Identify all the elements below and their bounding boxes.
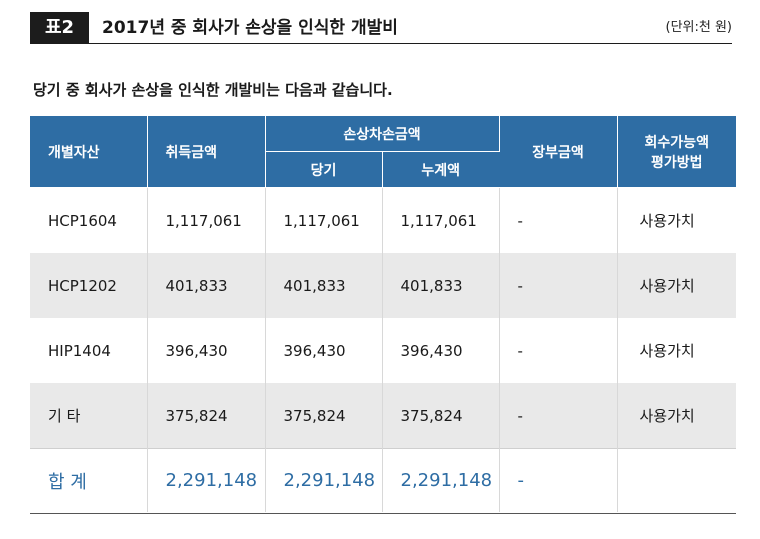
cell-acquisition: 401,833: [147, 253, 266, 318]
cell-book-value: -: [499, 383, 618, 449]
cell-book-value: -: [499, 318, 618, 383]
cell-cumulative: 401,833: [382, 253, 500, 318]
cell-asset: HCP1202: [30, 253, 148, 318]
cell-book-value: -: [499, 187, 618, 253]
cell-method: 사용가치: [639, 212, 695, 230]
total-book-value: -: [499, 448, 618, 512]
table-bottom-rule: [30, 513, 736, 514]
cell-current: 1,117,061: [265, 187, 383, 253]
table-number-badge: 표2: [30, 12, 89, 44]
cell-asset: HCP1604: [30, 187, 148, 253]
cell-cumulative: 375,824: [382, 383, 500, 449]
table-row: HCP1604 1,117,061 1,117,061 1,117,061 - …: [30, 187, 736, 253]
cell-acquisition: 1,117,061: [147, 187, 266, 253]
total-cumulative: 2,291,148: [382, 448, 500, 512]
table-row: HIP1404 396,430 396,430 396,430 - 사용가치: [30, 318, 736, 383]
header-book-value: 장부금액: [499, 116, 618, 188]
title-divider: [30, 43, 732, 44]
table-title-bar: 표2 2017년 중 회사가 손상을 인식한 개발비 (단위:천 원): [30, 12, 732, 44]
impairment-table: 개별자산 취득금액 손상차손금액 장부금액 회수가능액 평가방법 당기 누계액 …: [30, 116, 736, 512]
total-acquisition: 2,291,148: [147, 448, 266, 512]
cell-current: 401,833: [265, 253, 383, 318]
total-label: 합 계: [30, 448, 148, 512]
header-recoverable-method: 회수가능액 평가방법: [617, 116, 736, 188]
cell-current: 375,824: [265, 383, 383, 449]
header-cumulative: 누계액: [382, 151, 499, 188]
cell-book-value: -: [499, 253, 618, 318]
total-row: 합 계 2,291,148 2,291,148 2,291,148 -: [30, 448, 736, 512]
header-asset: 개별자산: [30, 116, 148, 188]
cell-method: 사용가치: [617, 383, 736, 449]
cell-acquisition: 375,824: [147, 383, 266, 449]
cell-asset: 기 타: [30, 383, 148, 449]
cell-cumulative: 1,117,061: [382, 187, 500, 253]
cell-acquisition: 396,430: [147, 318, 266, 383]
header-current: 당기: [265, 151, 383, 188]
header-recoverable-line1: 회수가능액: [644, 134, 709, 151]
unit-label: (단위:천 원): [665, 20, 733, 35]
header-impairment: 손상차손금액: [265, 116, 500, 152]
total-current: 2,291,148: [265, 448, 383, 512]
table-row: 기 타 375,824 375,824 375,824 - 사용가치: [30, 383, 736, 449]
header-recoverable-line2: 평가방법: [650, 154, 703, 171]
cell-asset: HIP1404: [30, 318, 148, 383]
total-method: [617, 448, 736, 512]
header-acquisition: 취득금액: [147, 116, 266, 188]
cell-method: 사용가치: [639, 342, 695, 360]
cell-current: 396,430: [265, 318, 383, 383]
table-title: 2017년 중 회사가 손상을 인식한 개발비: [90, 12, 410, 44]
intro-text: 당기 중 회사가 손상을 인식한 개발비는 다음과 같습니다.: [33, 81, 393, 99]
table-row: HCP1202 401,833 401,833 401,833 - 사용가치: [30, 253, 736, 318]
cell-method: 사용가치: [617, 253, 736, 318]
cell-cumulative: 396,430: [382, 318, 500, 383]
